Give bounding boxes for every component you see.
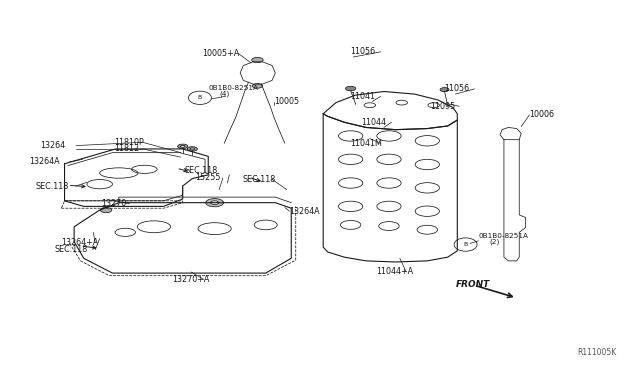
Text: 0B1B0-8251A: 0B1B0-8251A bbox=[478, 233, 529, 240]
Text: 0B1B0-8251A: 0B1B0-8251A bbox=[208, 85, 259, 91]
Text: R111005K: R111005K bbox=[578, 348, 617, 357]
Text: 13270+A: 13270+A bbox=[172, 275, 209, 284]
Text: 15255: 15255 bbox=[195, 173, 221, 182]
Text: 13264: 13264 bbox=[40, 141, 65, 150]
Ellipse shape bbox=[252, 84, 262, 88]
Text: 13264A: 13264A bbox=[29, 157, 60, 166]
Text: 11056: 11056 bbox=[445, 84, 470, 93]
Ellipse shape bbox=[187, 147, 197, 151]
Text: FRONT: FRONT bbox=[456, 280, 490, 289]
Text: 11041: 11041 bbox=[351, 92, 376, 101]
Text: B: B bbox=[463, 242, 468, 247]
Ellipse shape bbox=[211, 201, 219, 205]
Ellipse shape bbox=[180, 145, 185, 147]
Ellipse shape bbox=[190, 148, 195, 150]
Ellipse shape bbox=[346, 86, 356, 91]
Text: B: B bbox=[198, 95, 202, 100]
Text: SEC.118: SEC.118 bbox=[55, 245, 88, 254]
Text: 10006: 10006 bbox=[529, 110, 554, 119]
Text: 13264+A: 13264+A bbox=[61, 238, 99, 247]
Ellipse shape bbox=[440, 87, 449, 92]
Text: 11041M: 11041M bbox=[351, 139, 383, 148]
Text: 10005+A: 10005+A bbox=[202, 49, 239, 58]
Text: (2): (2) bbox=[490, 238, 500, 245]
Text: 10005: 10005 bbox=[274, 97, 299, 106]
Text: (4): (4) bbox=[220, 90, 230, 97]
Ellipse shape bbox=[177, 144, 188, 148]
Text: SEC.118: SEC.118 bbox=[184, 166, 218, 175]
Text: 11056: 11056 bbox=[351, 47, 376, 56]
Text: 13270: 13270 bbox=[102, 199, 127, 208]
Ellipse shape bbox=[205, 199, 223, 207]
Ellipse shape bbox=[252, 57, 263, 62]
Text: SEC.118: SEC.118 bbox=[36, 182, 69, 190]
Text: 11812: 11812 bbox=[115, 144, 140, 153]
Text: 11044+A: 11044+A bbox=[376, 267, 413, 276]
Ellipse shape bbox=[100, 208, 112, 213]
Text: 11810P: 11810P bbox=[115, 138, 144, 147]
Text: SEC.118: SEC.118 bbox=[242, 175, 275, 184]
Text: 11095: 11095 bbox=[430, 102, 455, 111]
Text: 11044: 11044 bbox=[362, 118, 387, 127]
Text: 13264A: 13264A bbox=[289, 207, 320, 216]
